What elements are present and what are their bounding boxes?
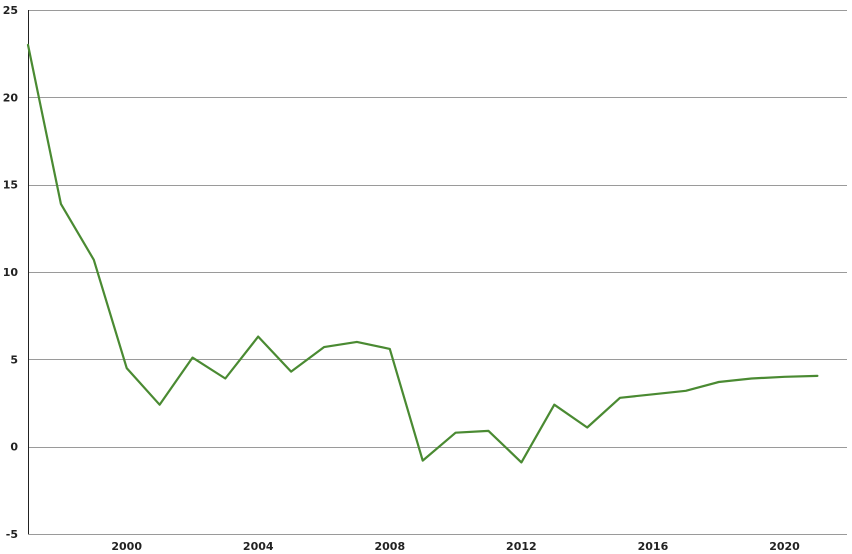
y-tick-label: 5 — [10, 353, 18, 366]
series-layer — [26, 43, 819, 464]
y-tick-label: 25 — [3, 4, 18, 17]
y-tick-label: 15 — [3, 179, 18, 192]
y-axis-tick-labels: -5 0 5 10 15 20 25 — [3, 4, 19, 541]
y-tick-label: 0 — [10, 441, 18, 454]
x-tick-label: 2008 — [374, 540, 405, 553]
y-tick-label: 20 — [3, 91, 19, 104]
x-tick-label: 2004 — [243, 540, 274, 553]
x-tick-label: 2020 — [769, 540, 800, 553]
x-tick-label: 2000 — [111, 540, 142, 553]
x-tick-label: 2012 — [506, 540, 537, 553]
y-tick-label: -5 — [6, 528, 18, 541]
series-line-0 — [26, 43, 819, 464]
y-tick-label: 10 — [3, 266, 19, 279]
x-axis-tick-labels: 2000 2004 2008 2012 2016 2020 — [111, 540, 800, 553]
x-tick-label: 2016 — [638, 540, 669, 553]
gridlines — [28, 10, 847, 535]
